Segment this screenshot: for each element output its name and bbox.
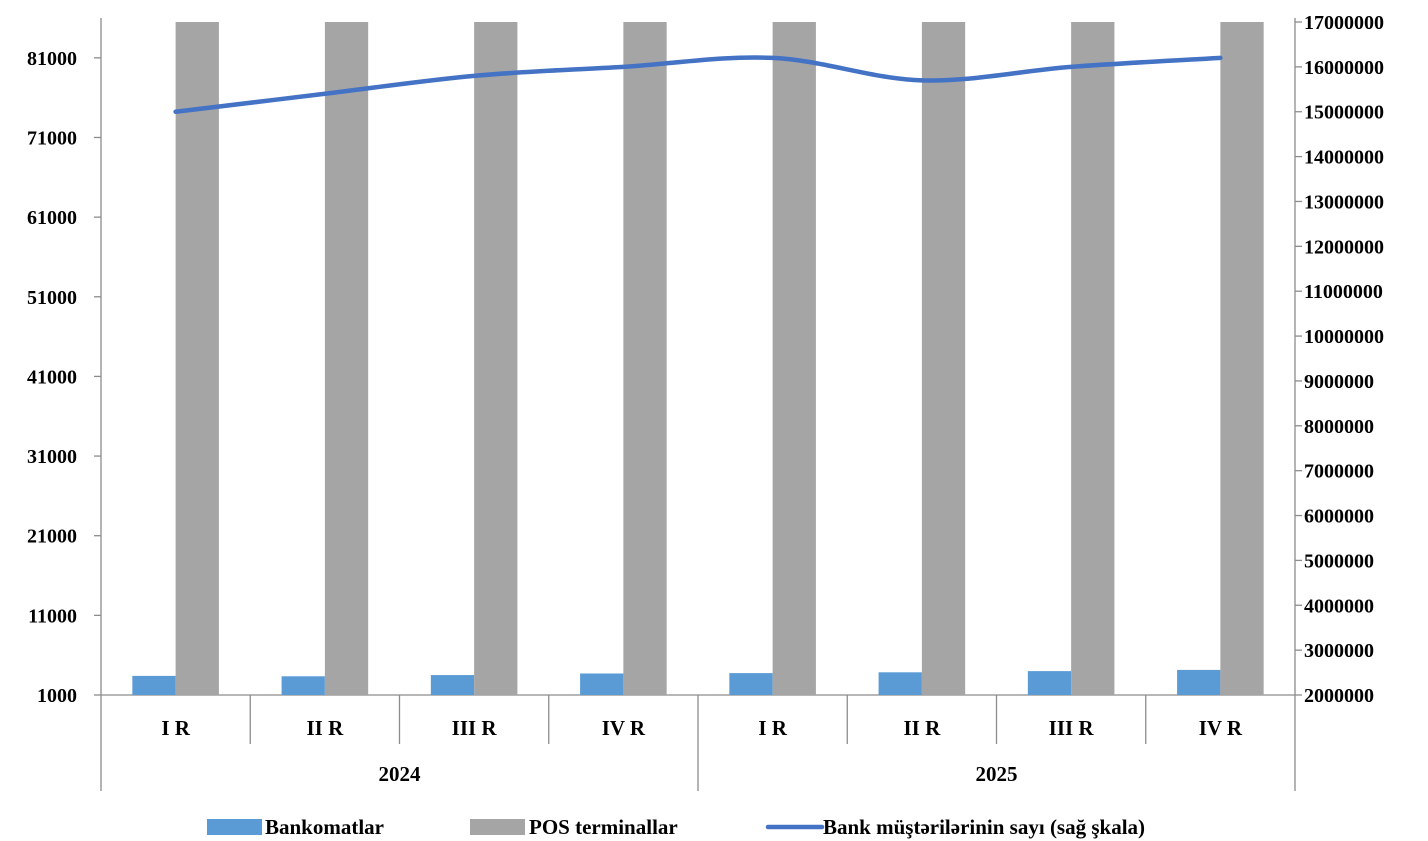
bar-bankomatlar xyxy=(430,675,475,695)
y-right-tick-label: 14000000 xyxy=(1304,147,1384,169)
y-right-tick-label: 10000000 xyxy=(1304,326,1384,348)
bar-bankomatlar xyxy=(878,672,922,695)
y-left-tick-label: 21000 xyxy=(27,526,77,548)
y-left-tick-label: 41000 xyxy=(27,366,77,388)
axes xyxy=(94,18,1302,791)
x-category-label: III R xyxy=(452,716,498,740)
y-right-tick-label: 8000000 xyxy=(1304,416,1374,438)
bar-pos-terminallar xyxy=(474,22,518,695)
y-right-tick-label: 17000000 xyxy=(1304,12,1384,34)
x-category-label: IV R xyxy=(1199,716,1243,740)
bar-pos-terminallar xyxy=(1220,22,1264,695)
y-right-tick-label: 3000000 xyxy=(1304,640,1374,662)
x-category-label: IV R xyxy=(602,716,646,740)
legend-swatch-pos-terminallar xyxy=(470,819,525,835)
axis-labels: 1000 11000 21000 31000 41000 51000 61000 71000 8… xyxy=(27,12,1384,786)
legend-label-bankomatlar: Bankomatlar xyxy=(265,815,384,839)
y-left-tick-label: 81000 xyxy=(27,48,77,70)
line-bank-musterileri xyxy=(173,55,1223,114)
bar-bankomatlar xyxy=(580,673,624,695)
x-category-label: I R xyxy=(758,716,787,740)
y-left-tick-label: 1000 xyxy=(37,685,77,707)
bar-pos-terminallar xyxy=(623,22,667,695)
x-group-label: 2025 xyxy=(976,762,1018,786)
legend-label-bank-musterileri: Bank müştərilərinin sayı (sağ şkala) xyxy=(823,815,1145,839)
bar-pos-terminallar xyxy=(324,22,369,695)
x-category-label: I R xyxy=(161,716,190,740)
bar-bankomatlar xyxy=(729,673,773,695)
y-right-tick-label: 9000000 xyxy=(1304,371,1374,393)
y-left-tick-label: 31000 xyxy=(27,446,77,468)
bar-pos-terminallar xyxy=(1071,22,1115,695)
y-right-tick-label: 13000000 xyxy=(1304,191,1384,213)
legend: Bankomatlar POS terminallar Bank müştərilə… xyxy=(207,815,1145,839)
bar-bankomatlar xyxy=(132,675,176,695)
legend-label-pos-terminallar: POS terminallar xyxy=(529,815,678,839)
bar-bankomatlar xyxy=(1177,669,1221,695)
bar-pos-terminallar xyxy=(921,22,966,695)
y-right-tick-label: 7000000 xyxy=(1304,461,1374,483)
y-right-tick-label: 6000000 xyxy=(1304,506,1374,528)
legend-swatch-bankomatlar xyxy=(207,819,262,835)
y-right-tick-label: 15000000 xyxy=(1304,102,1384,124)
y-right-tick-label: 5000000 xyxy=(1304,550,1374,572)
y-right-tick-label: 2000000 xyxy=(1304,685,1374,707)
line-series xyxy=(173,55,1223,114)
y-right-tick-label: 12000000 xyxy=(1304,236,1384,258)
y-left-tick-label: 61000 xyxy=(27,207,77,229)
x-group-label: 2024 xyxy=(379,762,422,786)
y-left-tick-label: 11000 xyxy=(28,605,77,627)
x-category-label: II R xyxy=(903,716,941,740)
y-right-tick-label: 11000000 xyxy=(1304,281,1383,303)
y-right-tick-label: 16000000 xyxy=(1304,57,1384,79)
bar-bankomatlar xyxy=(281,676,325,695)
bar-pos-terminallar xyxy=(175,22,219,695)
y-left-tick-label: 71000 xyxy=(27,127,77,149)
x-category-label: III R xyxy=(1049,716,1095,740)
x-category-label: II R xyxy=(306,716,344,740)
bars xyxy=(132,22,1264,695)
bar-pos-terminallar xyxy=(772,22,816,695)
y-left-tick-label: 51000 xyxy=(27,287,77,309)
bar-bankomatlar xyxy=(1027,671,1072,695)
y-right-tick-label: 4000000 xyxy=(1304,595,1374,617)
